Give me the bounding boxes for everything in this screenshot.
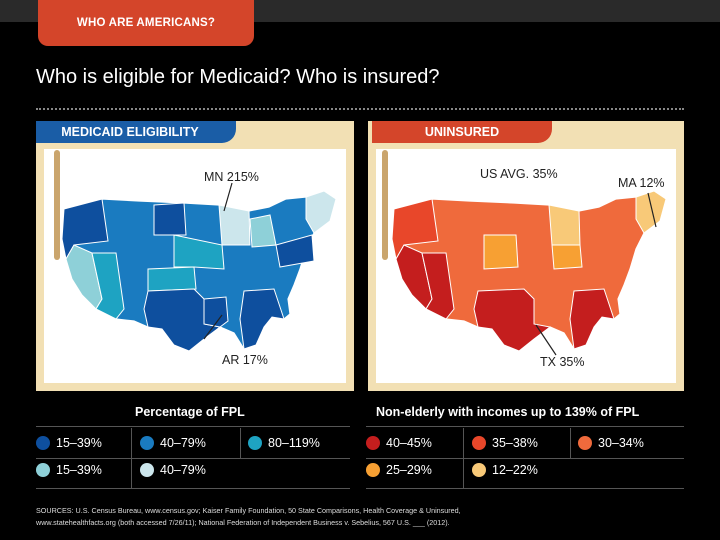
uninsured-panel: UNINSURED US AVG. 35% MA 12% TX 35% xyxy=(368,121,684,391)
legend-swatch xyxy=(366,463,380,477)
legend-item: 40–79% xyxy=(140,436,206,450)
state-texas xyxy=(473,288,552,352)
state-minnesota xyxy=(548,204,581,246)
state-iowa xyxy=(551,244,583,270)
legend-rule xyxy=(36,426,350,427)
mn-pointer xyxy=(223,182,233,212)
legend-swatch xyxy=(472,436,486,450)
ar-annotation: AR 17% xyxy=(222,353,268,367)
legend-item: 15–39% xyxy=(36,436,102,450)
state-new-england xyxy=(305,190,337,234)
uninsured-tab: UNINSURED xyxy=(372,121,552,143)
state-ohio-region xyxy=(275,234,315,268)
legend-swatch xyxy=(472,463,486,477)
legend-rule xyxy=(366,426,684,427)
legend-swatch xyxy=(140,463,154,477)
state-southwest xyxy=(421,252,455,320)
legend-swatch xyxy=(248,436,262,450)
legend-item: 40–45% xyxy=(366,436,432,450)
ma-annotation: MA 12% xyxy=(618,176,665,190)
legend-item: 40–79% xyxy=(140,463,206,477)
state-minnesota xyxy=(218,204,251,246)
eligibility-map xyxy=(61,182,337,352)
legend-item: 35–38% xyxy=(472,436,538,450)
sources-line-2: www.statehealthfacts.org (both accessed … xyxy=(36,518,450,527)
eligibility-map-area: MN 215% AR 17% xyxy=(44,149,346,383)
ma-pointer xyxy=(647,192,657,228)
tx-annotation: TX 35% xyxy=(540,355,585,369)
left-panel-handle xyxy=(54,150,60,260)
sources-footnote: SOURCES: U.S. Census Bureau, www.census.… xyxy=(36,505,686,529)
legend-title-uninsured: Non-elderly with incomes up to 139% of F… xyxy=(376,405,640,419)
legend-separator xyxy=(570,428,571,458)
state-plains xyxy=(483,234,519,270)
legend-rule xyxy=(366,458,684,459)
legend-rule xyxy=(366,488,684,489)
state-new-england xyxy=(635,190,667,234)
uninsured-map-area: US AVG. 35% MA 12% TX 35% xyxy=(376,149,676,383)
state-southeast xyxy=(239,288,285,350)
section-tag: WHO ARE AMERICANS? xyxy=(38,0,254,46)
legend-swatch xyxy=(36,436,50,450)
legend-item: 15–39% xyxy=(36,463,102,477)
mn-annotation: MN 215% xyxy=(204,170,259,184)
page-title: Who is eligible for Medicaid? Who is ins… xyxy=(36,66,440,88)
legend-rule xyxy=(36,488,350,489)
state-northern-plains xyxy=(153,202,187,236)
tx-pointer xyxy=(535,324,557,356)
right-panel-handle xyxy=(382,150,388,260)
uninsured-map xyxy=(391,190,667,356)
legend-swatch xyxy=(366,436,380,450)
state-kansas xyxy=(147,266,197,292)
legend-swatch xyxy=(578,436,592,450)
ar-pointer xyxy=(203,314,223,340)
legend-rule xyxy=(36,458,350,459)
legend-swatch xyxy=(140,436,154,450)
dotted-divider xyxy=(36,108,684,110)
state-arkansas xyxy=(203,296,229,328)
medicaid-eligibility-panel: MEDICAID ELIGIBILITY MN 215% AR 17% xyxy=(36,121,354,391)
us-average-annotation: US AVG. 35% xyxy=(480,167,558,181)
legend-item: 25–29% xyxy=(366,463,432,477)
legend-title-fpl: Percentage of FPL xyxy=(135,405,245,419)
medicaid-eligibility-tab: MEDICAID ELIGIBILITY xyxy=(36,121,236,143)
legend-item: 12–22% xyxy=(472,463,538,477)
legend-item: 80–119% xyxy=(248,436,320,450)
legend-item: 30–34% xyxy=(578,436,644,450)
legend-separator xyxy=(240,428,241,458)
state-southeast xyxy=(569,288,615,350)
state-texas xyxy=(143,288,222,352)
state-midwest xyxy=(173,234,225,270)
state-southwest xyxy=(91,252,125,320)
legend-swatch xyxy=(36,463,50,477)
sources-line-1: SOURCES: U.S. Census Bureau, www.census.… xyxy=(36,506,461,515)
